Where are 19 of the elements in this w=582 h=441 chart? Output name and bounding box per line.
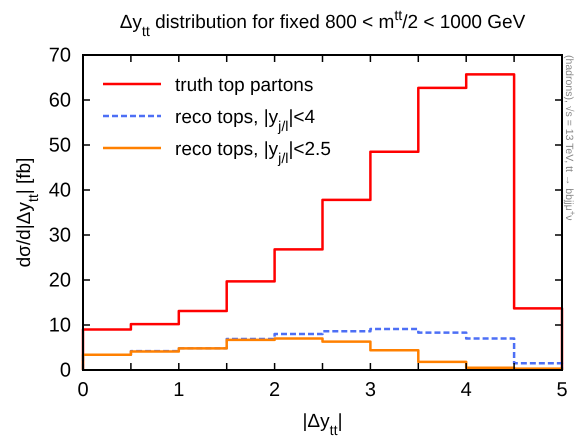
legend-label: reco tops, |y$_{j/l}$|<4 — [175, 107, 316, 135]
y-tick-label: 40 — [48, 179, 71, 202]
y-tick-label: 30 — [48, 224, 71, 246]
x-tick-label: 0 — [77, 379, 89, 402]
y-tick-label: 70 — [48, 44, 71, 66]
x-tick-label: 5 — [556, 379, 568, 402]
y-tick-label: 10 — [48, 314, 71, 336]
y-tick-label: 50 — [48, 134, 71, 156]
y-tick-label: 0 — [60, 359, 71, 382]
x-tick-label: 1 — [173, 379, 184, 402]
y-tick-label: 60 — [48, 89, 71, 112]
x-tick-label: 2 — [269, 379, 280, 402]
x-tick-label: 4 — [460, 379, 472, 402]
x-tick-label: 3 — [364, 379, 376, 402]
x-axis-title: |Δy$_{tt}$| — [302, 411, 342, 439]
y-tick-label: 20 — [48, 269, 71, 292]
chart-title: Δy$_{tt}$ distribution for fixed 800 < m$^{tt}$/2 < 1000 GeV — [120, 8, 526, 40]
legend-label: truth top partons — [175, 75, 314, 96]
legend-label: reco tops, |y$_{j/l}$|<2.5 — [175, 139, 331, 167]
